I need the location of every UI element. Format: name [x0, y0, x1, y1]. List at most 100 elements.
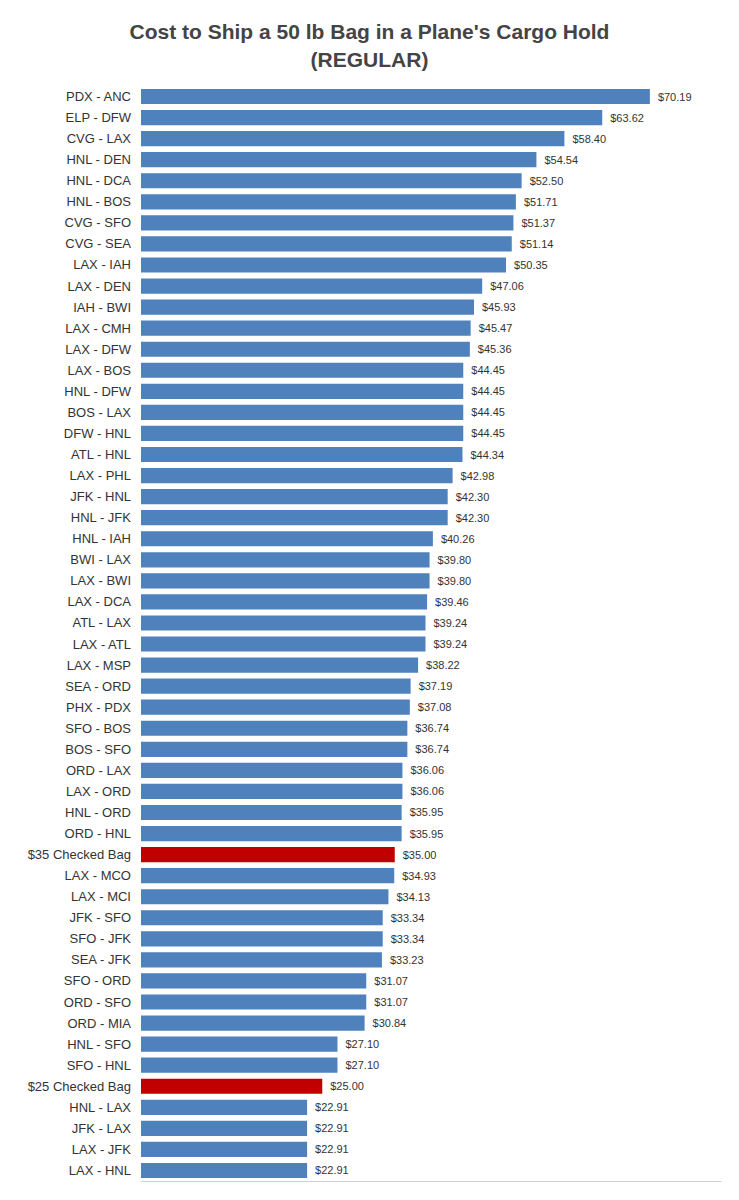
svg-text:$33.23: $33.23: [390, 954, 424, 966]
svg-text:LAX - MCO: LAX - MCO: [65, 868, 131, 883]
svg-text:JFK - SFO: JFK - SFO: [70, 910, 131, 925]
svg-text:Cost to Ship a 50 lb Bag in a: Cost to Ship a 50 lb Bag in a Plane's Ca…: [130, 20, 610, 43]
svg-text:$38.22: $38.22: [426, 659, 460, 671]
svg-text:HNL - BOS: HNL - BOS: [66, 194, 131, 209]
svg-text:$34.13: $34.13: [396, 891, 430, 903]
svg-text:PDX - ANC: PDX - ANC: [66, 89, 131, 104]
svg-text:SEA - ORD: SEA - ORD: [65, 679, 131, 694]
svg-text:$44.45: $44.45: [471, 427, 505, 439]
svg-text:HNL - IAH: HNL - IAH: [72, 531, 131, 546]
svg-text:$39.46: $39.46: [435, 596, 469, 608]
svg-text:ATL - HNL: ATL - HNL: [71, 447, 131, 462]
svg-text:DFW - HNL: DFW - HNL: [64, 426, 131, 441]
svg-text:$33.34: $33.34: [391, 933, 425, 945]
svg-text:$35.95: $35.95: [410, 828, 444, 840]
svg-text:CVG - LAX: CVG - LAX: [67, 131, 132, 146]
svg-text:LAX - PHL: LAX - PHL: [70, 468, 131, 483]
svg-text:ORD - LAX: ORD - LAX: [66, 763, 131, 778]
svg-text:$33.34: $33.34: [391, 912, 425, 924]
svg-text:$22.91: $22.91: [315, 1164, 349, 1176]
svg-text:LAX - ORD: LAX - ORD: [66, 784, 131, 799]
svg-text:$51.71: $51.71: [524, 196, 558, 208]
svg-text:HNL - DCA: HNL - DCA: [66, 173, 131, 188]
svg-text:$45.36: $45.36: [478, 343, 512, 355]
svg-text:$36.74: $36.74: [415, 743, 449, 755]
svg-text:$39.24: $39.24: [433, 617, 467, 629]
svg-text:$25 Checked Bag: $25 Checked Bag: [28, 1079, 131, 1094]
svg-text:JFK - LAX: JFK - LAX: [72, 1121, 132, 1136]
svg-text:$58.40: $58.40: [572, 133, 606, 145]
svg-text:$51.37: $51.37: [521, 217, 555, 229]
svg-text:$45.47: $45.47: [479, 322, 513, 334]
svg-text:LAX - HNL: LAX - HNL: [69, 1163, 131, 1178]
svg-text:LAX - CMH: LAX - CMH: [65, 321, 131, 336]
svg-text:$42.98: $42.98: [461, 470, 495, 482]
svg-text:$36.06: $36.06: [410, 764, 444, 776]
svg-text:$35.95: $35.95: [410, 806, 444, 818]
svg-text:SFO - BOS: SFO - BOS: [65, 721, 131, 736]
svg-text:LAX - DEN: LAX - DEN: [67, 279, 131, 294]
svg-text:LAX - IAH: LAX - IAH: [73, 257, 131, 272]
svg-text:SFO - JFK: SFO - JFK: [70, 931, 132, 946]
svg-text:$31.07: $31.07: [374, 996, 408, 1008]
svg-text:$52.50: $52.50: [530, 175, 564, 187]
svg-text:$37.19: $37.19: [419, 680, 453, 692]
svg-text:$36.74: $36.74: [415, 722, 449, 734]
svg-text:SFO - ORD: SFO - ORD: [64, 973, 131, 988]
svg-text:$30.84: $30.84: [373, 1017, 407, 1029]
svg-text:$54.54: $54.54: [544, 154, 578, 166]
svg-text:$47.06: $47.06: [490, 280, 524, 292]
svg-text:LAX - BOS: LAX - BOS: [67, 363, 131, 378]
svg-text:JFK - HNL: JFK - HNL: [70, 489, 131, 504]
svg-text:$45.93: $45.93: [482, 301, 516, 313]
svg-text:$39.80: $39.80: [438, 575, 472, 587]
svg-text:$42.30: $42.30: [456, 491, 490, 503]
svg-text:$22.91: $22.91: [315, 1122, 349, 1134]
svg-text:HNL - ORD: HNL - ORD: [65, 805, 131, 820]
svg-text:(REGULAR): (REGULAR): [311, 48, 429, 71]
svg-text:HNL - JFK: HNL - JFK: [71, 510, 132, 525]
svg-text:ORD - MIA: ORD - MIA: [67, 1016, 131, 1031]
svg-text:LAX - MCI: LAX - MCI: [71, 889, 131, 904]
svg-text:HNL - DFW: HNL - DFW: [64, 384, 131, 399]
svg-text:$25.00: $25.00: [330, 1080, 364, 1092]
svg-text:PHX - PDX: PHX - PDX: [66, 700, 131, 715]
svg-text:$27.10: $27.10: [345, 1059, 379, 1071]
svg-text:$39.80: $39.80: [438, 554, 472, 566]
svg-text:LAX - MSP: LAX - MSP: [67, 658, 131, 673]
svg-text:$35.00: $35.00: [403, 849, 437, 861]
svg-text:$44.45: $44.45: [471, 364, 505, 376]
svg-text:LAX - BWI: LAX - BWI: [70, 573, 131, 588]
svg-text:LAX - DFW: LAX - DFW: [65, 342, 131, 357]
svg-text:$22.91: $22.91: [315, 1143, 349, 1155]
svg-text:BOS - SFO: BOS - SFO: [65, 742, 131, 757]
svg-text:LAX - DCA: LAX - DCA: [67, 594, 131, 609]
svg-text:$22.91: $22.91: [315, 1101, 349, 1113]
svg-text:HNL - DEN: HNL - DEN: [66, 152, 131, 167]
svg-text:ORD - SFO: ORD - SFO: [64, 995, 131, 1010]
svg-text:$39.24: $39.24: [433, 638, 467, 650]
svg-text:$44.45: $44.45: [471, 385, 505, 397]
svg-text:$44.45: $44.45: [471, 406, 505, 418]
svg-text:ORD - HNL: ORD - HNL: [65, 826, 131, 841]
svg-text:$51.14: $51.14: [520, 238, 554, 250]
svg-text:SEA - JFK: SEA - JFK: [71, 952, 131, 967]
svg-text:CVG - SEA: CVG - SEA: [65, 236, 131, 251]
svg-text:$31.07: $31.07: [374, 975, 408, 987]
svg-text:$27.10: $27.10: [345, 1038, 379, 1050]
svg-text:$50.35: $50.35: [514, 259, 548, 271]
svg-text:HNL - SFO: HNL - SFO: [67, 1037, 131, 1052]
svg-text:ELP - DFW: ELP - DFW: [66, 110, 132, 125]
svg-text:ATL - LAX: ATL - LAX: [72, 615, 131, 630]
svg-text:IAH - BWI: IAH - BWI: [73, 300, 131, 315]
svg-text:$35 Checked Bag: $35 Checked Bag: [28, 847, 131, 862]
svg-text:$34.93: $34.93: [402, 870, 436, 882]
svg-text:$70.19: $70.19: [658, 91, 692, 103]
svg-text:LAX - ATL: LAX - ATL: [73, 637, 131, 652]
svg-text:BOS - LAX: BOS - LAX: [67, 405, 131, 420]
svg-text:$36.06: $36.06: [410, 785, 444, 797]
svg-text:LAX - JFK: LAX - JFK: [72, 1142, 132, 1157]
svg-text:SFO - HNL: SFO - HNL: [67, 1058, 131, 1073]
svg-text:CVG - SFO: CVG - SFO: [65, 215, 131, 230]
svg-text:$63.62: $63.62: [610, 112, 644, 124]
